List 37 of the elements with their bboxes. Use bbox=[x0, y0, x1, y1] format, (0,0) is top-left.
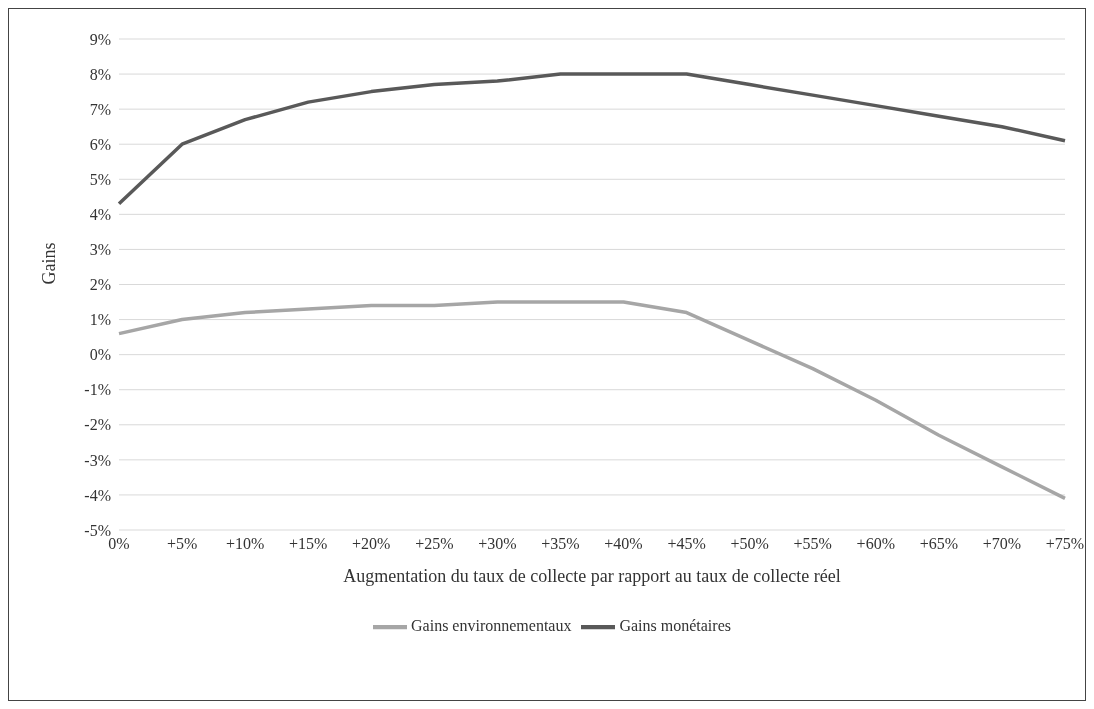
y-tick-label: 5% bbox=[89, 170, 111, 188]
legend-label: Gains monétaires bbox=[619, 616, 731, 634]
x-tick-label: 0% bbox=[108, 535, 130, 553]
y-tick-label: 1% bbox=[89, 311, 111, 329]
x-tick-label: +30% bbox=[478, 535, 517, 553]
x-tick-label: +65% bbox=[919, 535, 959, 553]
y-tick-label: 4% bbox=[89, 206, 111, 224]
x-tick-label: +75% bbox=[1045, 535, 1085, 553]
x-tick-label: +15% bbox=[289, 535, 328, 553]
y-tick-label: -5% bbox=[84, 521, 111, 539]
x-tick-label: +25% bbox=[415, 535, 454, 553]
y-tick-label: 6% bbox=[89, 135, 111, 153]
line-series bbox=[117, 72, 1067, 206]
y-tick-label: -1% bbox=[84, 381, 111, 399]
x-tick-label: +40% bbox=[604, 535, 643, 553]
x-tick-label: +35% bbox=[541, 535, 580, 553]
x-axis-title: Augmentation du taux de collecte par rapport au taux de collecte réel bbox=[343, 566, 841, 586]
x-tick-label: +45% bbox=[667, 535, 706, 553]
x-tick-label: +70% bbox=[982, 535, 1022, 553]
y-axis-title: Gains bbox=[39, 242, 60, 285]
line-series bbox=[117, 300, 1067, 501]
y-tick-label: 2% bbox=[89, 276, 111, 294]
y-tick-label: -4% bbox=[84, 486, 111, 504]
legend-label: Gains environnementaux bbox=[411, 616, 572, 634]
y-tick-label: 0% bbox=[89, 346, 111, 364]
y-tick-label: 8% bbox=[89, 65, 111, 83]
x-tick-label: +10% bbox=[225, 535, 265, 553]
y-tick-label: 7% bbox=[89, 100, 111, 118]
y-tick-label: -3% bbox=[84, 451, 111, 469]
x-tick-label: +50% bbox=[730, 535, 769, 553]
x-tick-label: +5% bbox=[166, 535, 198, 553]
y-tick-label: 9% bbox=[89, 30, 111, 48]
y-tick-label: -2% bbox=[84, 416, 111, 434]
x-tick-label: +55% bbox=[793, 535, 832, 553]
x-tick-label: +20% bbox=[352, 535, 391, 553]
x-tick-label: +60% bbox=[856, 535, 895, 553]
y-tick-label: 3% bbox=[89, 241, 111, 259]
